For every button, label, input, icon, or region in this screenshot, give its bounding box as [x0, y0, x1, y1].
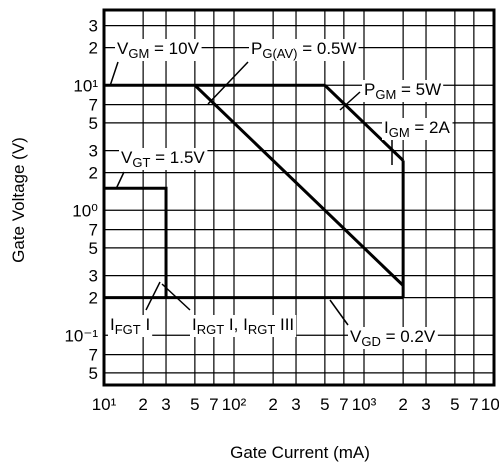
y-tick-label: 10¹ [73, 76, 98, 95]
x-tick-label: 10² [222, 395, 247, 414]
annotation-rest: = 0.5W [298, 39, 357, 58]
y-tick-label: 2 [89, 289, 98, 308]
leader-line [109, 61, 119, 87]
annotation-bg [119, 148, 208, 170]
y-tick-label: 5 [89, 364, 98, 383]
leader-line [207, 61, 249, 105]
x-tick-label: 10³ [352, 395, 377, 414]
x-tick-label: 2 [268, 395, 277, 414]
annotation: PG(AV) = 0.5W [251, 39, 357, 61]
annotation-rest: = 5W [396, 80, 441, 99]
annotation: IGM = 2A [384, 118, 451, 140]
y-tick-label: 3 [89, 17, 98, 36]
x-tick-label: 3 [421, 395, 430, 414]
y-tick-label: 7 [89, 346, 98, 365]
annotation-main: V [121, 148, 133, 167]
y-tick-label: 2 [89, 39, 98, 58]
annotation-main: I [110, 315, 115, 334]
y-tick-label: 7 [89, 221, 98, 240]
y-tick-label: 2 [89, 164, 98, 183]
annotation-sub: GM [375, 87, 396, 102]
x-tick-label: 5 [450, 395, 459, 414]
y-tick-label: 7 [89, 96, 98, 115]
annotation-main: P [251, 39, 262, 58]
x-tick-label: 7 [469, 395, 478, 414]
leader-line [329, 299, 349, 326]
annotation: IRGT I, IRGT III [192, 315, 294, 337]
x-tick-label: 3 [291, 395, 300, 414]
annotation-bg [115, 39, 202, 61]
leader-line [115, 171, 125, 190]
annotation-main: I [384, 118, 389, 137]
annotation-sub: G(AV) [262, 46, 297, 61]
annotation: VGD = 0.2V [350, 327, 436, 349]
annotation-rest: = 10V [149, 39, 199, 58]
annotation-bg [382, 118, 453, 140]
x-tick-label: 5 [190, 395, 199, 414]
annotation: PGM = 5W [364, 80, 441, 102]
annotation: VGM = 10V [117, 39, 200, 61]
annotation-sub: GD [361, 334, 381, 349]
annotation-sub: FGT [115, 322, 141, 337]
leader-line [339, 91, 361, 111]
annotation-bg [108, 315, 153, 337]
annotation-rest: = 1.5V [150, 148, 205, 167]
characteristic-line [193, 84, 405, 287]
annotation-sub: GM [389, 125, 410, 140]
annotation-rest: = 0.2V [381, 327, 436, 346]
annotation-main: V [117, 39, 129, 58]
annotation-rest: I, I [224, 315, 248, 334]
x-tick-label: 2 [398, 395, 407, 414]
characteristic-line [323, 84, 405, 162]
annotation-main: I [192, 315, 197, 334]
annotation: VGT = 1.5V [121, 148, 205, 170]
annotation-main: V [350, 327, 362, 346]
leader-line [145, 281, 161, 311]
annotation-sub: RGT [248, 322, 276, 337]
plot-frame [102, 8, 496, 387]
annotation-sub: GM [128, 46, 149, 61]
y-tick-label: 10⁰ [72, 201, 98, 220]
annotation-bg [348, 327, 438, 349]
y-tick-label: 10⁻¹ [64, 326, 98, 345]
annotation: IFGT I [110, 315, 150, 337]
annotation-sub: RGT [197, 322, 225, 337]
y-tick-label: 3 [89, 142, 98, 161]
x-tick-label: 7 [209, 395, 218, 414]
annotation-bg [249, 39, 359, 61]
y-axis-title: Gate Voltage (V) [9, 137, 28, 263]
annotation-sub: GT [132, 155, 150, 170]
x-tick-label: 5 [320, 395, 329, 414]
x-tick-label: 7 [339, 395, 348, 414]
annotation-bg [362, 80, 444, 102]
leader-line [161, 283, 191, 311]
x-tick-label: 2 [138, 395, 147, 414]
characteristic-line [104, 186, 168, 298]
annotation-rest: = 2A [410, 118, 451, 137]
y-tick-label: 5 [89, 114, 98, 133]
y-tick-label: 3 [89, 267, 98, 286]
y-tick-label: 5 [89, 239, 98, 258]
annotation-rest: I [141, 315, 150, 334]
x-tick-label: 10⁴ [481, 395, 499, 414]
x-tick-label: 3 [161, 395, 170, 414]
annotation-rest: III [275, 315, 294, 334]
annotation-main: P [364, 80, 375, 99]
x-axis-title: Gate Current (mA) [230, 443, 370, 462]
x-tick-label: 10¹ [92, 395, 117, 414]
annotation-bg [190, 315, 297, 337]
